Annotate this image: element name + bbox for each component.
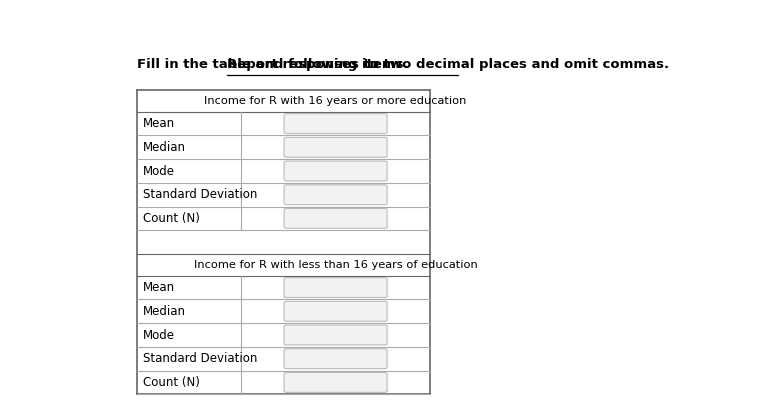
Text: Mean: Mean <box>143 117 175 130</box>
Text: Count (N): Count (N) <box>143 376 200 389</box>
Text: Income for R with less than 16 years of education: Income for R with less than 16 years of … <box>194 260 478 270</box>
Text: Mode: Mode <box>143 164 175 178</box>
Text: Mode: Mode <box>143 329 175 342</box>
FancyBboxPatch shape <box>284 208 387 228</box>
Text: Income for R with 16 years or more education: Income for R with 16 years or more educa… <box>204 96 467 106</box>
FancyBboxPatch shape <box>284 349 387 369</box>
Text: Fill in the table and following items.: Fill in the table and following items. <box>137 58 414 71</box>
Text: Count (N): Count (N) <box>143 212 200 225</box>
Text: Report responses to two decimal places and omit commas.: Report responses to two decimal places a… <box>227 58 669 71</box>
Text: Standard Deviation: Standard Deviation <box>143 352 257 365</box>
FancyBboxPatch shape <box>284 372 387 392</box>
FancyBboxPatch shape <box>284 325 387 345</box>
Text: Median: Median <box>143 305 186 318</box>
FancyBboxPatch shape <box>284 137 387 157</box>
FancyBboxPatch shape <box>284 277 387 297</box>
FancyBboxPatch shape <box>284 301 387 321</box>
Text: Median: Median <box>143 141 186 154</box>
FancyBboxPatch shape <box>284 185 387 205</box>
Text: Mean: Mean <box>143 281 175 294</box>
FancyBboxPatch shape <box>284 161 387 181</box>
Text: Standard Deviation: Standard Deviation <box>143 188 257 201</box>
FancyBboxPatch shape <box>284 114 387 134</box>
